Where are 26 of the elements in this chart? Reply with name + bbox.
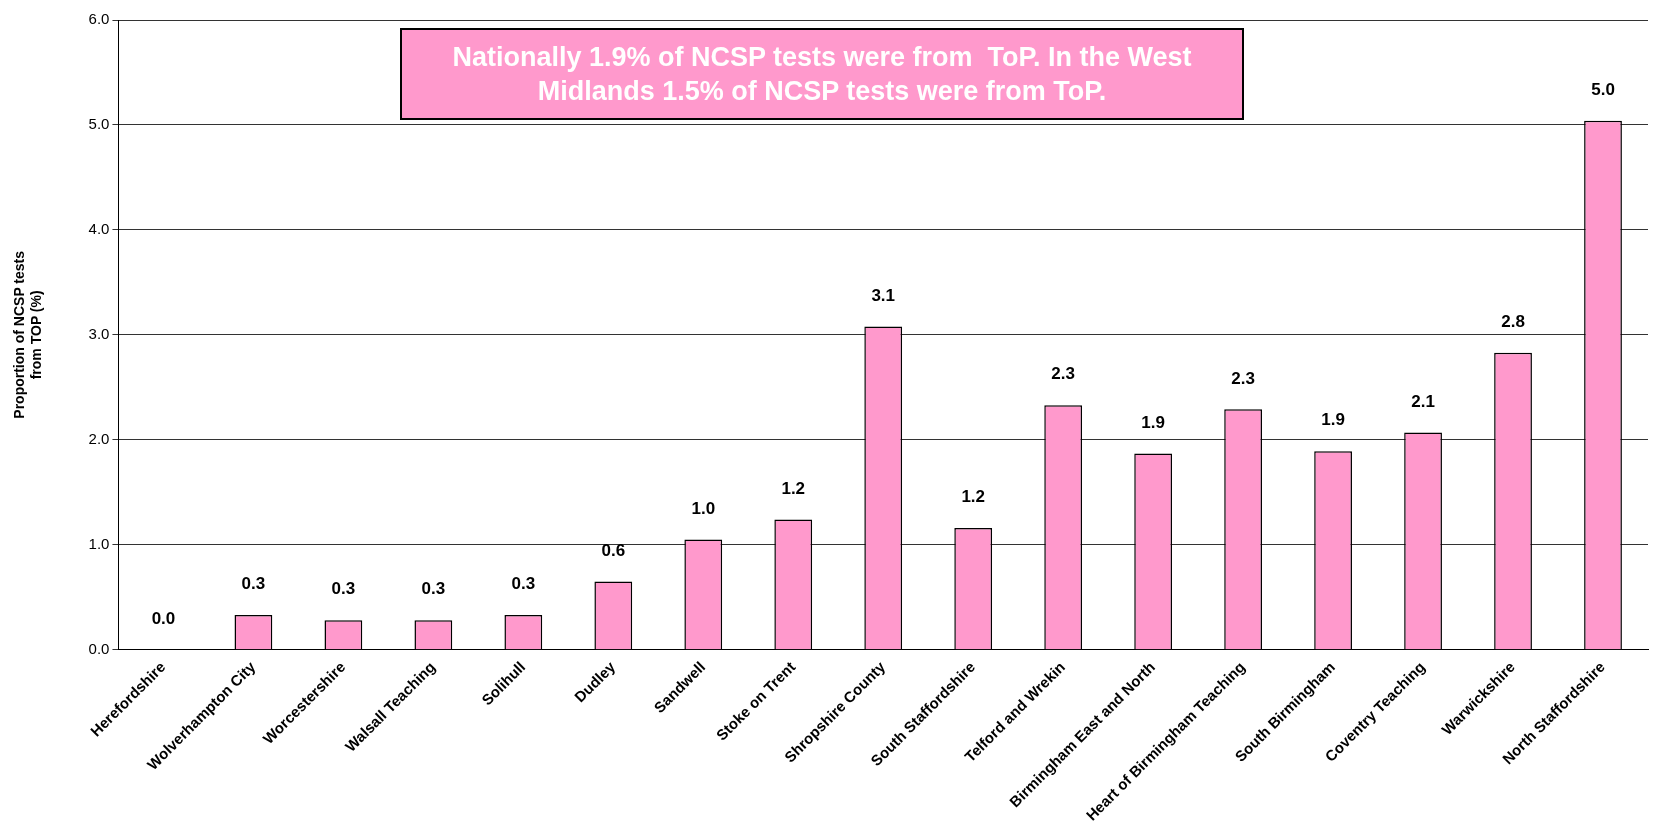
y-tick-label: 1.0 <box>88 534 110 552</box>
y-tick-label: 3.0 <box>88 324 110 342</box>
y-tick-label: 0.0 <box>88 639 110 657</box>
data-label: 1.2 <box>781 478 806 498</box>
data-label: 3.1 <box>871 285 896 305</box>
data-label: 1.9 <box>1141 412 1165 432</box>
data-label: 2.3 <box>1231 368 1255 388</box>
data-label: 2.8 <box>1501 311 1525 331</box>
note-box: Nationally 1.9% of NCSP tests were from ToP. In the West Midlands 1.5% of NCSP tests were from ToP. <box>400 28 1244 120</box>
y-tick-label: 2.0 <box>88 429 110 447</box>
data-label: 2.1 <box>1411 391 1435 411</box>
data-label: 2.3 <box>1051 364 1075 384</box>
y-axis-title: Proportion of NCSP tests from TOP (%) <box>11 250 45 419</box>
data-label: 1.2 <box>961 487 986 507</box>
y-tick-label: 6.0 <box>88 10 110 28</box>
data-label: 5.0 <box>1591 79 1615 99</box>
data-label: 0.3 <box>511 574 536 594</box>
data-label: 1.9 <box>1321 410 1345 430</box>
data-label: 0.6 <box>601 540 626 560</box>
data-label: 0.3 <box>241 574 266 594</box>
data-label: 0.3 <box>421 579 446 599</box>
data-label: 0.3 <box>331 579 356 599</box>
y-tick-label: 5.0 <box>88 115 110 133</box>
data-label: 0.0 <box>151 608 176 628</box>
data-label: 1.0 <box>691 498 716 518</box>
y-tick-label: 4.0 <box>88 220 110 238</box>
